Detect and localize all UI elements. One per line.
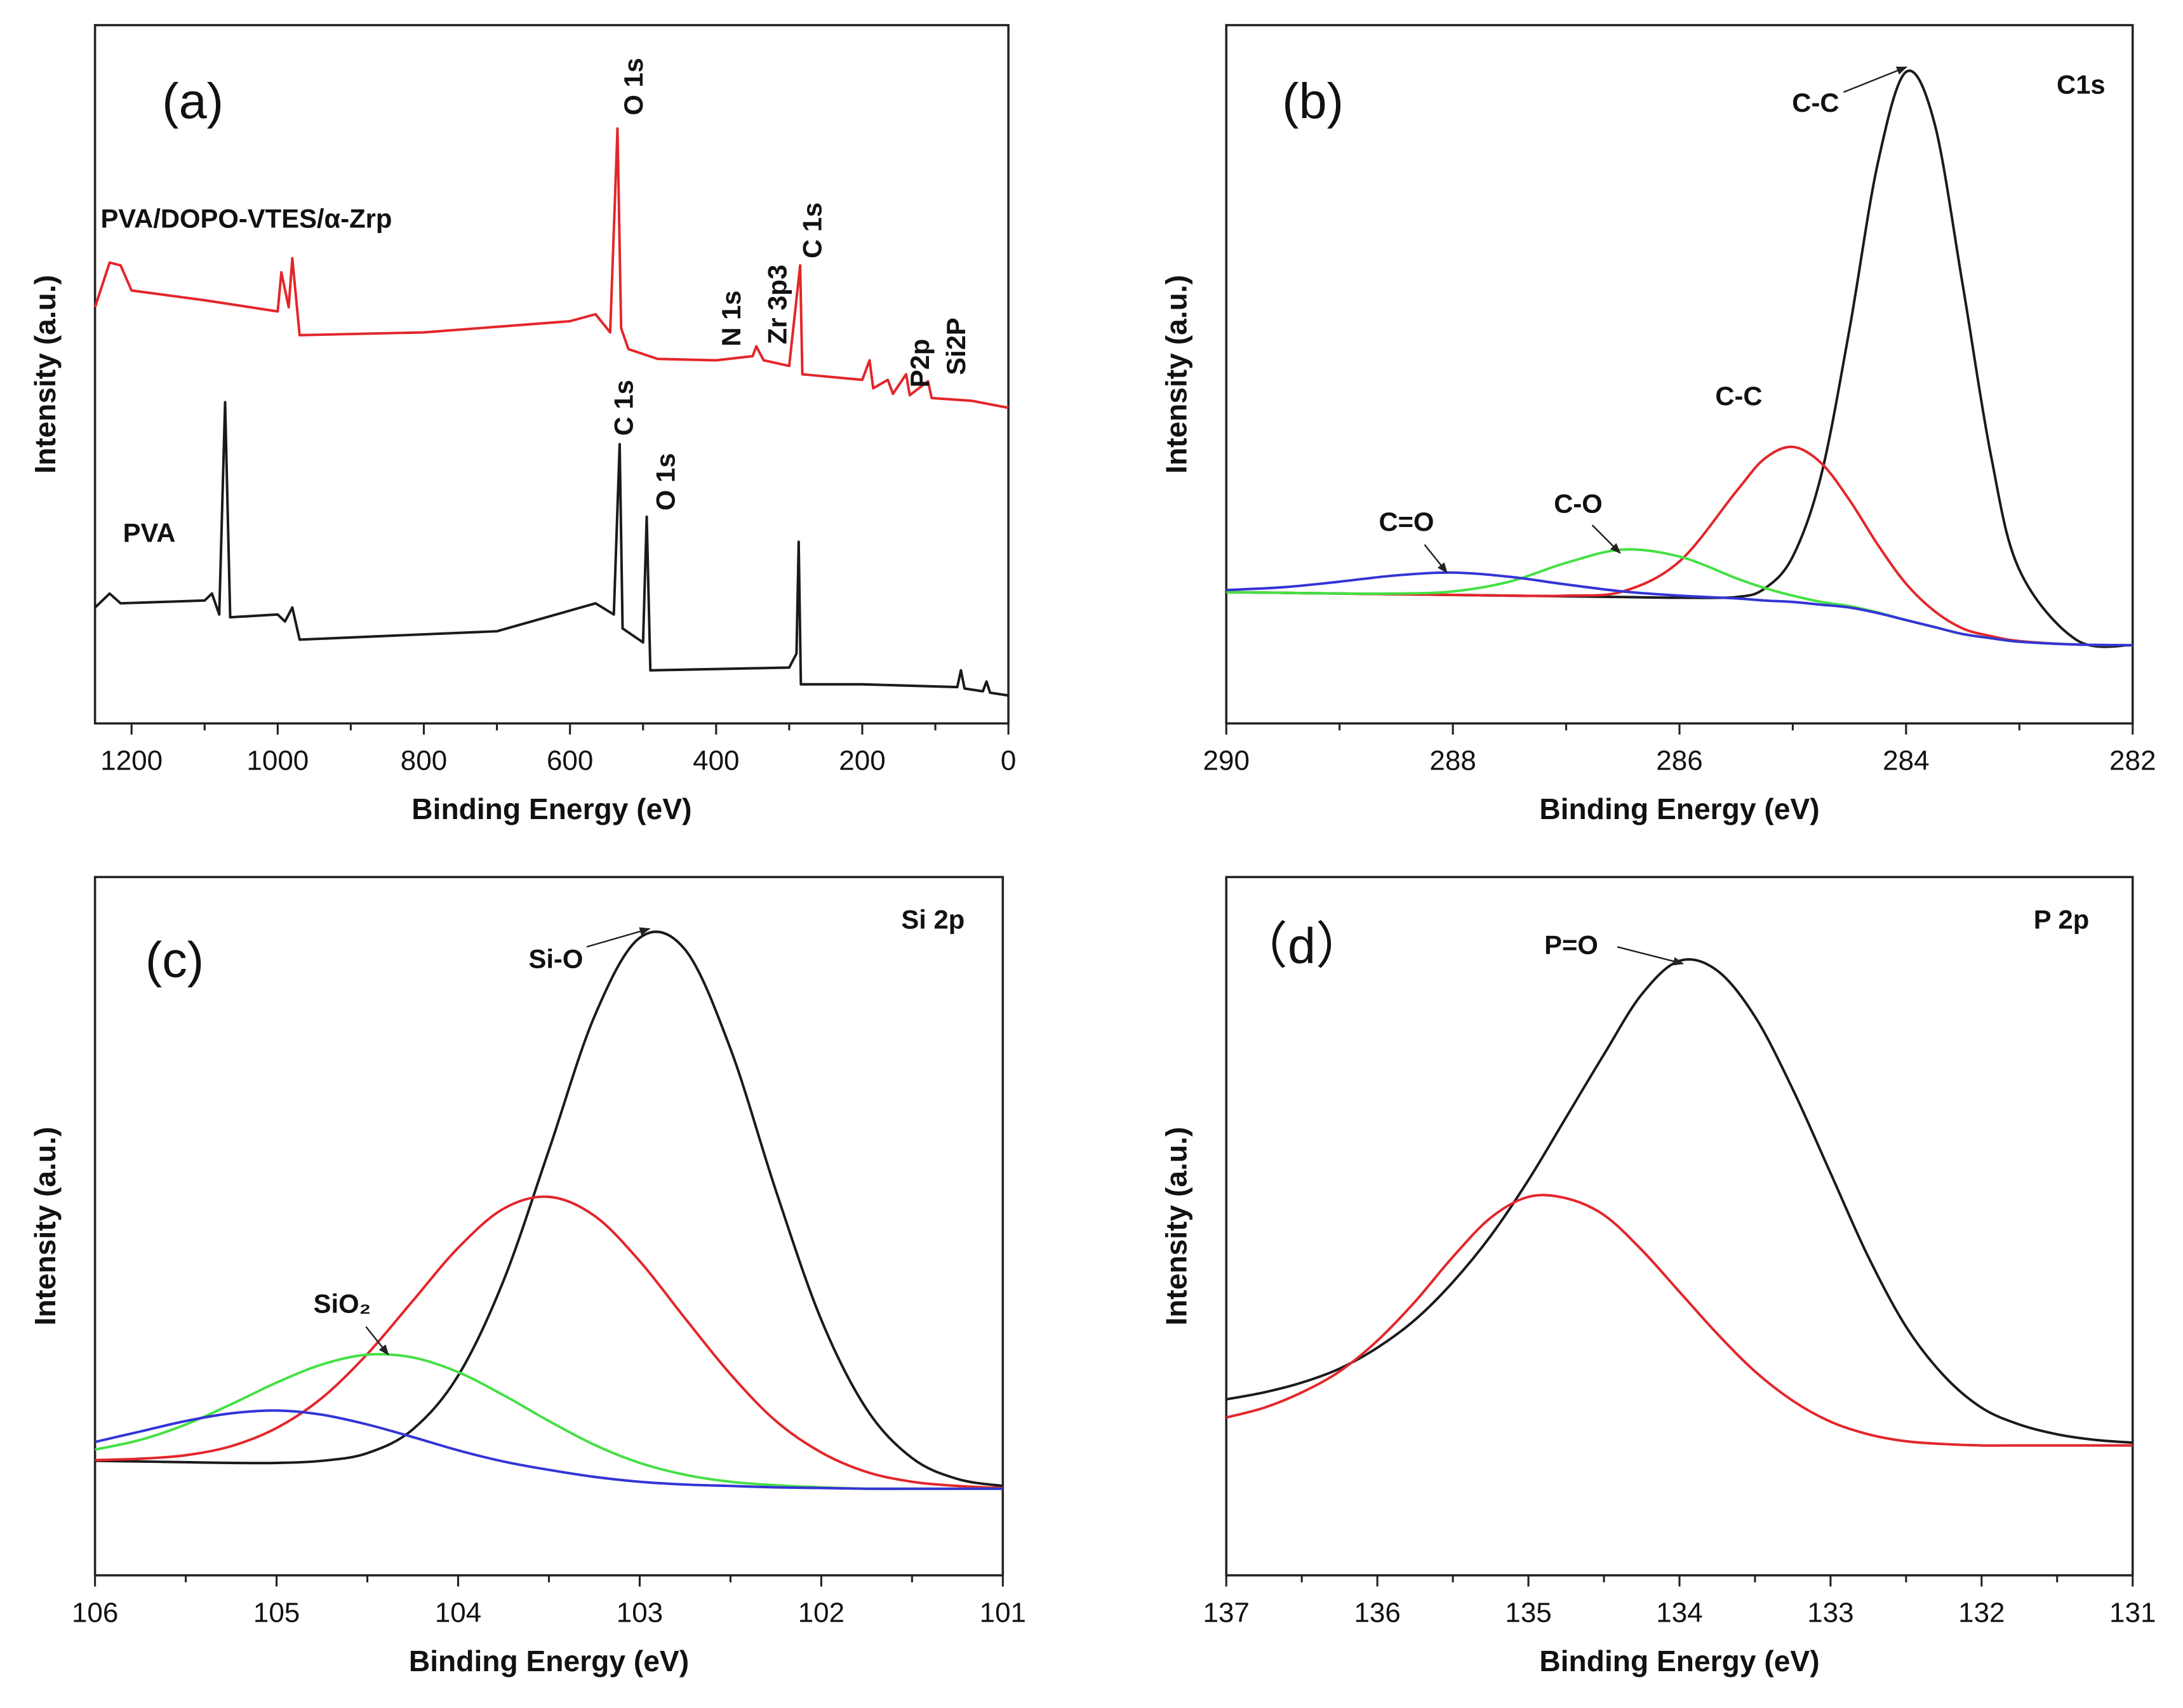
- x-tick-label: 400: [693, 745, 739, 777]
- x-axis-title: Binding Energy (eV): [409, 1645, 689, 1678]
- spectrum-curve: [95, 930, 1003, 1488]
- annotation: C1s: [2057, 69, 2106, 99]
- annotation: Si-O: [529, 944, 584, 973]
- x-tick-label: 131: [2109, 1597, 2156, 1628]
- panel-label: (b): [1282, 72, 1344, 129]
- annotation: SiO₂: [314, 1289, 371, 1319]
- x-tick-label: 1200: [100, 745, 163, 777]
- x-tick-label: 102: [798, 1597, 844, 1628]
- annotation: O 1s: [618, 58, 648, 116]
- y-axis-title: Intensity (a.u.): [1160, 1127, 1193, 1326]
- x-tick-label: 104: [435, 1597, 481, 1628]
- annotation: C-C: [1792, 88, 1839, 117]
- x-tick-label: 135: [1505, 1597, 1551, 1628]
- annotation: C-O: [1554, 488, 1603, 518]
- plot-frame: [93, 23, 1010, 725]
- annotation-arrow: [586, 927, 651, 948]
- x-tick-label: 1000: [246, 745, 309, 777]
- spectrum-curve: [93, 127, 1009, 410]
- x-tick-label: 284: [1883, 745, 1929, 777]
- panel-label: (c): [145, 931, 204, 988]
- x-tick-label: 600: [547, 745, 593, 777]
- x-tick-label: 136: [1354, 1597, 1400, 1628]
- x-tick-label: 134: [1656, 1597, 1702, 1628]
- y-axis-title: Intensity (a.u.): [29, 1127, 62, 1326]
- y-axis-title: Intensity (a.u.): [29, 275, 62, 474]
- annotation: P2p: [905, 339, 935, 388]
- x-tick-label: 132: [1958, 1597, 2005, 1628]
- x-tick-label: 282: [2109, 745, 2156, 777]
- x-tick-label: 0: [1001, 745, 1016, 777]
- spectrum-curve: [1225, 1194, 2133, 1447]
- spectrum-curve: [94, 401, 1009, 697]
- x-tick-label: 288: [1429, 745, 1476, 777]
- x-tick-label: 200: [839, 745, 885, 777]
- annotation: P=O: [1544, 930, 1598, 959]
- x-tick-label: 290: [1203, 745, 1250, 777]
- annotation-arrow: [1617, 946, 1685, 966]
- annotation: C 1s: [609, 380, 639, 436]
- annotation: C=O: [1379, 507, 1434, 537]
- x-tick-label: 103: [617, 1597, 663, 1628]
- x-tick-label: 101: [980, 1597, 1026, 1628]
- spectrum-curve: [95, 1409, 1003, 1490]
- annotation: O 1s: [650, 453, 680, 511]
- annotation: Si 2p: [901, 905, 965, 935]
- annotation: PVA: [123, 517, 176, 547]
- annotation-arrow: [365, 1326, 389, 1356]
- annotation: Si2P: [941, 317, 971, 375]
- x-axis-title: Binding Energy (eV): [1539, 792, 1819, 825]
- annotation-arrow: [1843, 66, 1907, 93]
- annotation: Zr 3p3: [762, 265, 792, 344]
- spectrum-curve: [1225, 958, 2133, 1444]
- annotation: N 1s: [716, 290, 746, 346]
- panel-label: (a): [162, 72, 224, 129]
- x-tick-label: 105: [253, 1597, 300, 1628]
- x-tick-label: 800: [401, 745, 447, 777]
- x-tick-label: 137: [1203, 1597, 1250, 1628]
- annotation-arrow: [1591, 524, 1621, 554]
- annotation: PVA/DOPO-VTES/α-Zrp: [100, 204, 392, 234]
- annotation: C 1s: [797, 203, 827, 258]
- annotation: C-C: [1715, 381, 1762, 411]
- annotation-arrow: [1424, 544, 1448, 574]
- spectrum-curve: [95, 1195, 1003, 1490]
- x-tick-label: 106: [72, 1597, 118, 1628]
- x-tick-label: 286: [1656, 745, 1702, 777]
- x-axis-title: Binding Energy (eV): [1539, 1645, 1819, 1678]
- x-axis-title: Binding Energy (eV): [411, 792, 691, 825]
- spectrum-curve: [1226, 571, 2133, 647]
- panel-label: （d）: [1238, 917, 1366, 974]
- y-axis-title: Intensity (a.u.): [1160, 275, 1193, 474]
- annotation: P 2p: [2034, 905, 2089, 935]
- x-tick-label: 133: [1807, 1597, 1853, 1628]
